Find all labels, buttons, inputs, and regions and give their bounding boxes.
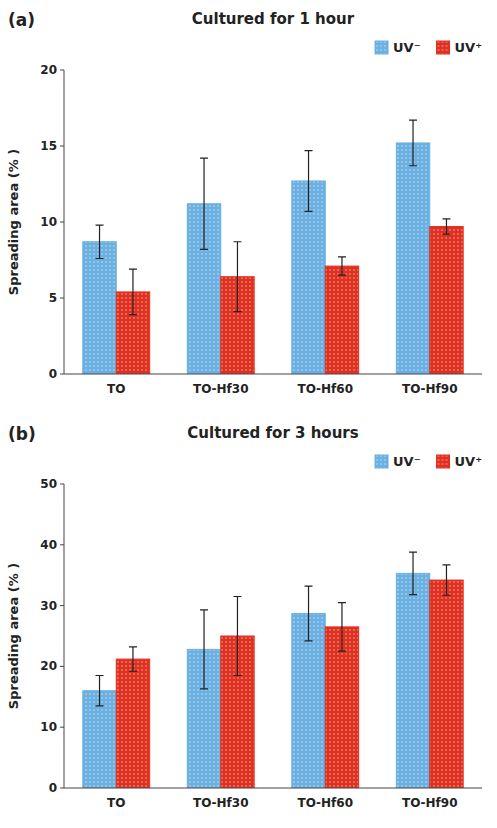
legend-item: UV⁻	[375, 40, 420, 55]
x-tick-label: TO-Hf90	[402, 796, 458, 810]
y-tick	[60, 605, 64, 606]
y-tick-label: 5	[49, 291, 57, 305]
error-bar	[409, 552, 417, 595]
error-bar	[233, 242, 241, 312]
y-axis-label: Spreading area (% )	[6, 563, 21, 709]
y-tick-label: 10	[40, 215, 57, 229]
error-bar	[409, 120, 417, 166]
y-tick	[60, 222, 64, 223]
y-tick	[60, 666, 64, 667]
y-tick	[60, 374, 64, 375]
legend-label: UV⁺	[455, 454, 482, 469]
legend-label: UV⁻	[393, 40, 420, 55]
x-axis	[64, 788, 482, 789]
error-bar	[305, 151, 313, 212]
y-tick-label: 0	[49, 367, 57, 381]
error-bar	[338, 603, 346, 652]
error-bar	[200, 158, 208, 249]
error-bar	[200, 610, 208, 689]
error-bar	[442, 219, 450, 234]
y-tick-label: 10	[40, 720, 57, 734]
legend-label: UV⁻	[393, 454, 420, 469]
legend-swatch	[375, 455, 388, 468]
legend-item: UV⁺	[437, 454, 482, 469]
panel-label: (b)	[8, 424, 36, 444]
y-tick-label: 15	[40, 139, 57, 153]
title: Cultured for 1 hour	[192, 10, 355, 28]
x-tick-label: TO	[107, 382, 125, 396]
panel: Cultured for 3 hours (b) 0 10 20 30 40 50 TO TO-H…	[6, 424, 482, 810]
legend-label: UV⁺	[455, 40, 482, 55]
y-tick	[60, 298, 64, 299]
legend: UV⁻ UV⁺	[375, 40, 482, 55]
chart-svg: Cultured for 1 hour (a) 0 5 10 15 20 TO TO-Hf30 T…	[0, 0, 497, 828]
bars	[83, 552, 463, 788]
y-axis-label: Spreading area (% )	[6, 149, 21, 295]
legend-item: UV⁺	[437, 40, 482, 55]
bar	[83, 242, 116, 374]
x-axis	[64, 374, 482, 375]
y-tick-label: 40	[40, 538, 57, 552]
x-tick-label: TO-Hf30	[193, 796, 249, 810]
y-tick-label: 50	[40, 477, 57, 491]
bar	[430, 580, 463, 788]
x-tick-label: TO-Hf60	[297, 796, 353, 810]
legend: UV⁻ UV⁺	[375, 454, 482, 469]
bar	[396, 573, 429, 788]
y-tick-label: 20	[40, 659, 57, 673]
bar	[116, 659, 149, 788]
panel: Cultured for 1 hour (a) 0 5 10 15 20 TO TO-Hf30 T…	[6, 10, 482, 396]
error-bar	[96, 676, 104, 706]
x-tick-label: TO-Hf90	[402, 382, 458, 396]
y-tick	[60, 484, 64, 485]
panel-label: (a)	[8, 10, 35, 30]
legend-swatch	[437, 455, 450, 468]
x-tick-label: TO	[107, 796, 125, 810]
bar	[430, 227, 463, 374]
x-tick-label: TO-Hf60	[297, 382, 353, 396]
error-bar	[338, 257, 346, 275]
y-axis	[64, 484, 65, 788]
title: Cultured for 3 hours	[187, 424, 358, 442]
y-tick	[60, 544, 64, 545]
error-bar	[96, 225, 104, 258]
error-bar	[129, 269, 137, 315]
error-bar	[442, 565, 450, 595]
legend-swatch	[437, 41, 450, 54]
y-tick	[60, 788, 64, 789]
legend-item: UV⁻	[375, 454, 420, 469]
y-tick-label: 0	[49, 781, 57, 795]
y-tick	[60, 727, 64, 728]
bar	[396, 143, 429, 374]
bars	[83, 120, 463, 374]
chart-container: Cultured for 1 hour (a) 0 5 10 15 20 TO TO-Hf30 T…	[0, 0, 497, 828]
y-tick-label: 20	[40, 63, 57, 77]
x-tick-label: TO-Hf30	[193, 382, 249, 396]
error-bar	[233, 596, 241, 675]
error-bar	[129, 647, 137, 671]
bar	[325, 266, 358, 374]
y-tick	[60, 146, 64, 147]
y-tick-label: 30	[40, 599, 57, 613]
y-tick	[60, 70, 64, 71]
legend-swatch	[375, 41, 388, 54]
error-bar	[305, 586, 313, 641]
